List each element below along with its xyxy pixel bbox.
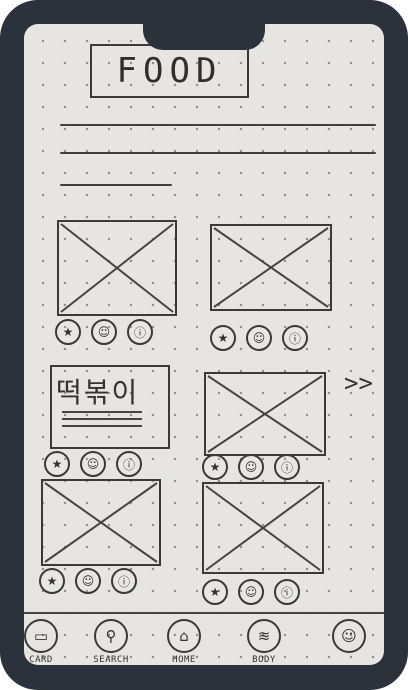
header-divider (60, 152, 376, 154)
emotion-icon[interactable]: ☺ (91, 319, 117, 345)
star-icon[interactable]: ★ (202, 579, 228, 605)
nav-label: CARD (29, 655, 53, 665)
emotion-icon[interactable]: ☺ (80, 451, 106, 477)
text-lines (62, 411, 142, 432)
info-icon[interactable]: ⓘ (282, 325, 308, 351)
star-icon[interactable]: ★ (39, 568, 65, 594)
notch (143, 20, 265, 50)
card-actions: ★ ☺ ⓘ (202, 454, 300, 480)
card-actions: ★ ☺ ⓘ (39, 568, 137, 594)
info-icon[interactable]: ⓘ (274, 454, 300, 480)
nav-label: HOME (172, 655, 196, 665)
star-icon[interactable]: ★ (202, 454, 228, 480)
star-icon[interactable]: ★ (55, 319, 81, 345)
emotion-icon[interactable]: ☺ (238, 454, 264, 480)
nav-body[interactable]: ≋ BODY (229, 616, 299, 665)
info-icon[interactable]: ⓘ (111, 568, 137, 594)
star-icon[interactable]: ★ (210, 325, 236, 351)
emotion-icon[interactable]: ☺ (246, 325, 272, 351)
search-icon: ⚲ (94, 619, 128, 653)
header-divider (60, 184, 172, 186)
nav-label: BODY (252, 655, 276, 665)
image-placeholder (204, 372, 326, 456)
text-card: 떡볶이 (50, 365, 170, 449)
nav-label: SEARCH (93, 655, 129, 665)
nav-search[interactable]: ⚲ SEARCH (76, 616, 146, 665)
star-icon[interactable]: ★ (44, 451, 70, 477)
card-icon: ▭ (24, 619, 58, 653)
bottom-navigation: ▭ CARD ⚲ SEARCH ⌂ HOME ≋ BODY ☺ (24, 612, 384, 665)
nav-home[interactable]: ⌂ HOME (149, 616, 219, 665)
profile-icon: ☺ (332, 619, 366, 653)
image-placeholder (41, 479, 161, 566)
info-icon[interactable]: ⓘ (274, 579, 300, 605)
page-title: FOOD (90, 44, 249, 98)
home-icon: ⌂ (167, 619, 201, 653)
info-icon[interactable]: ⓘ (127, 319, 153, 345)
food-name: 떡볶이 (56, 376, 140, 409)
nav-profile[interactable]: ☺ (314, 616, 384, 665)
image-placeholder (202, 482, 324, 574)
card-actions: ★ ☺ ⓘ (202, 579, 300, 605)
emotion-icon[interactable]: ☺ (238, 579, 264, 605)
next-arrow[interactable]: >> (344, 369, 373, 397)
image-placeholder (210, 224, 332, 311)
body-icon: ≋ (247, 619, 281, 653)
nav-card[interactable]: ▭ CARD (24, 616, 76, 665)
header-divider (60, 124, 376, 126)
card-actions: ★ ☺ ⓘ (44, 451, 142, 477)
emotion-icon[interactable]: ☺ (75, 568, 101, 594)
image-placeholder (57, 220, 177, 316)
card-actions: ★ ☺ ⓘ (55, 319, 153, 345)
screen: FOOD ★ ☺ ⓘ (24, 24, 384, 665)
info-icon[interactable]: ⓘ (116, 451, 142, 477)
card-actions: ★ ☺ ⓘ (210, 325, 308, 351)
